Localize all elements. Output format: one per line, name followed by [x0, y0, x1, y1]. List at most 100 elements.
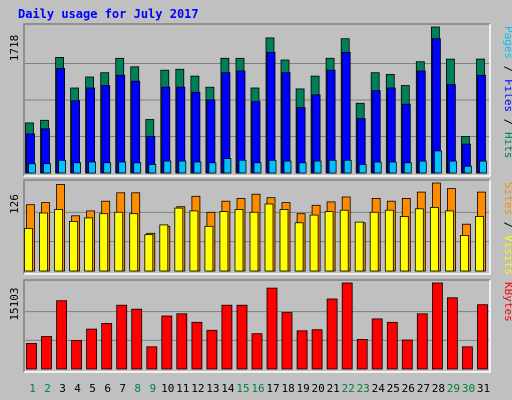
bar-visits-day-21 [324, 211, 334, 272]
panel-frame-highlight [24, 180, 491, 275]
legend-visits: Visits [502, 235, 512, 275]
bar-visits-day-26 [399, 216, 409, 272]
bar-kbytes-day-15 [236, 304, 248, 370]
x-tick-label-day-7: 7 [119, 382, 126, 395]
x-tick-label-day-1: 1 [29, 382, 36, 395]
bar-visits-day-4 [69, 220, 78, 272]
bar-files-day-31 [477, 74, 486, 174]
bar-kbytes-day-30 [461, 346, 473, 370]
bar-pages-day-15 [238, 159, 247, 174]
bar-kbytes-day-17 [266, 287, 278, 370]
bar-files-day-17 [266, 51, 276, 174]
bar-files-day-11 [176, 86, 186, 174]
bar-pages-day-4 [73, 162, 81, 174]
panel-3: 15103 KBytes [8, 279, 512, 373]
legend-separator: / [502, 112, 512, 132]
bar-visits-day-20 [309, 214, 319, 272]
bar-kbytes-day-9 [146, 346, 158, 370]
bar-files-day-21 [326, 69, 336, 174]
bar-pages-day-14 [223, 158, 232, 174]
x-tick-label-day-4: 4 [74, 382, 81, 395]
bar-visits-day-18 [279, 209, 289, 272]
x-tick-label-day-30: 30 [462, 382, 475, 395]
bar-visits-day-14 [219, 211, 229, 272]
bar-kbytes-day-22 [341, 282, 353, 370]
chart-panels: 1718 Pages / Files / Hits 126 Sites / Visit… [8, 23, 512, 373]
x-tick-label-day-3: 3 [59, 382, 66, 395]
bar-pages-day-11 [178, 160, 187, 174]
bar-pages-day-10 [163, 160, 172, 174]
bar-visits-day-19 [294, 222, 304, 272]
x-tick-label-day-10: 10 [161, 382, 174, 395]
bar-visits-day-15 [234, 209, 244, 272]
bar-pages-day-6 [103, 162, 112, 174]
bar-pages-day-17 [268, 159, 277, 174]
bar-files-day-29 [446, 84, 456, 174]
bar-files-day-15 [236, 70, 246, 174]
x-axis-day-labels: 1 2 3 4 5 6 7 8 9 10 11 12 13 14 15 16 17 18 19 20 21 22 23 24 2… [29, 382, 490, 395]
bar-pages-day-20 [313, 160, 322, 174]
bar-pages-day-13 [208, 162, 217, 174]
x-tick-label-day-2: 2 [44, 382, 51, 395]
bar-pages-day-27 [418, 160, 427, 174]
x-tick-label-day-6: 6 [104, 382, 111, 395]
legend-files: Files [502, 79, 512, 112]
bar-visits-day-6 [99, 213, 109, 272]
panel-frame-shadow [23, 179, 490, 274]
bar-kbytes-day-23 [356, 338, 368, 370]
x-tick-label-day-21: 21 [327, 382, 340, 395]
bar-visits-day-8 [129, 213, 139, 272]
bar-visits-day-28 [429, 206, 439, 272]
panel-legend: Pages / Files / Hits [502, 26, 512, 159]
bar-kbytes-day-20 [311, 329, 323, 370]
bar-pages-day-19 [298, 162, 307, 174]
bar-pages-day-16 [253, 162, 262, 174]
panel-1: 1718 Pages / Files / Hits [8, 23, 512, 177]
bar-pages-day-9 [148, 164, 157, 174]
x-tick-label-day-18: 18 [281, 382, 294, 395]
bar-pages-day-23 [358, 164, 367, 174]
bar-kbytes-day-3 [56, 300, 67, 370]
legend-separator: / [502, 59, 512, 79]
bar-visits-day-30 [459, 234, 469, 272]
bar-visits-day-5 [84, 217, 93, 272]
bar-visits-day-24 [369, 211, 379, 272]
x-tick-label-day-5: 5 [89, 382, 96, 395]
legend-separator: / [502, 215, 512, 235]
panel-2: 126 Sites / Visits [8, 179, 512, 275]
legend-kbytes: KBytes [502, 282, 512, 322]
bar-pages-day-21 [328, 159, 337, 174]
bar-visits-day-7 [114, 211, 124, 272]
bar-kbytes-day-5 [86, 328, 97, 370]
bar-pages-day-8 [133, 162, 142, 174]
bar-visits-day-1 [24, 227, 33, 272]
x-tick-label-day-9: 9 [149, 382, 156, 395]
x-tick-label-day-15: 15 [236, 382, 249, 395]
bar-visits-day-2 [39, 212, 48, 272]
bar-kbytes-day-12 [191, 321, 203, 370]
legend-pages: Pages [502, 26, 512, 59]
chart-title: Daily usage for July 2017 [18, 7, 199, 21]
bar-kbytes-day-25 [386, 321, 398, 370]
x-tick-label-day-17: 17 [266, 382, 279, 395]
x-tick-label-day-8: 8 [134, 382, 141, 395]
bar-visits-day-10 [159, 224, 169, 272]
panel-frame-shadow [23, 23, 490, 176]
bar-kbytes-day-13 [206, 329, 218, 370]
bar-files-day-18 [281, 72, 291, 174]
bar-pages-day-5 [88, 161, 96, 174]
bar-files-day-8 [131, 80, 141, 174]
bar-pages-day-26 [403, 162, 412, 174]
bar-visits-day-27 [414, 208, 424, 272]
bar-visits-day-9 [144, 234, 154, 272]
panel-legend: Sites / Visits [502, 182, 512, 275]
bar-kbytes-day-27 [416, 313, 428, 370]
bar-kbytes-day-2 [41, 336, 52, 370]
bar-files-day-3 [56, 68, 65, 174]
x-tick-label-day-31: 31 [477, 382, 490, 395]
bar-visits-day-23 [354, 221, 364, 272]
y-axis-max-label: 1718 [8, 35, 21, 62]
bar-kbytes-day-8 [131, 308, 143, 370]
bar-pages-day-22 [343, 159, 352, 174]
bar-visits-day-31 [475, 216, 484, 272]
